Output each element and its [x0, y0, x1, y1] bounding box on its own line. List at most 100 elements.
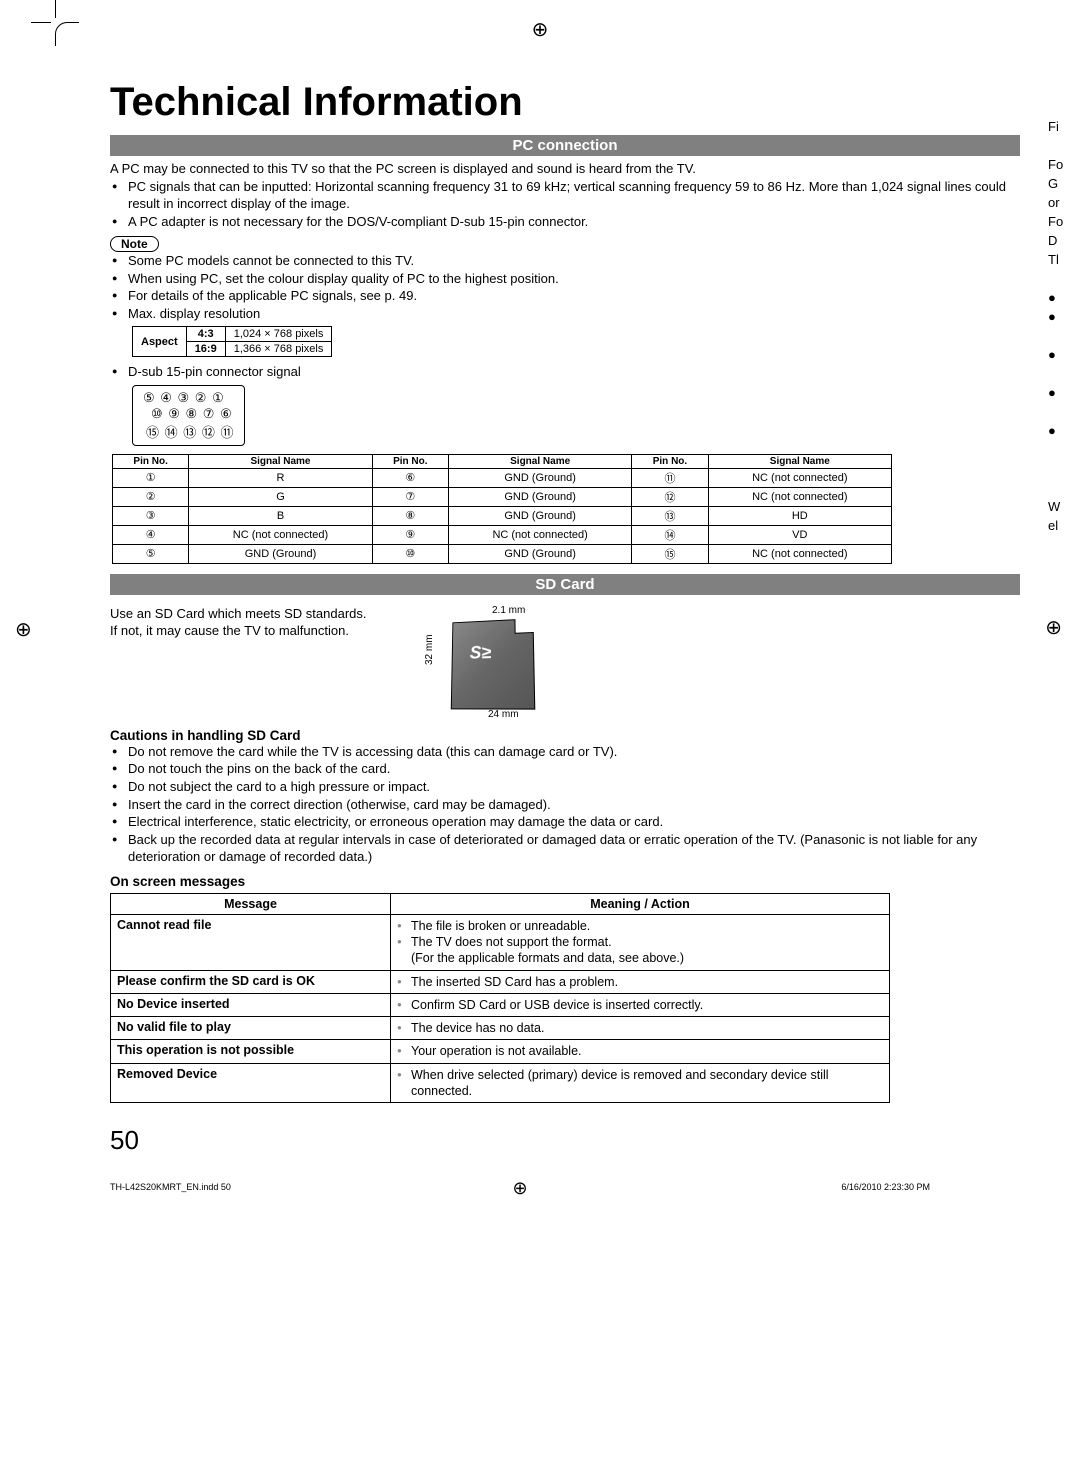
message-cell: Cannot read file	[111, 914, 391, 970]
list-item: Your operation is not available.	[397, 1043, 883, 1059]
list-item: The inserted SD Card has a problem.	[397, 974, 883, 990]
registration-mark-top: ⊕	[532, 20, 549, 40]
action-cell: Your operation is not available.	[391, 1040, 890, 1063]
dimension-label: 32 mm	[424, 634, 435, 665]
list-item: Back up the recorded data at regular int…	[110, 831, 1020, 866]
list-item: The device has no data.	[397, 1020, 883, 1036]
list-item: Do not subject the card to a high pressu…	[110, 778, 1020, 796]
sd-card-icon: S≥	[451, 618, 536, 709]
list-item: The file is broken or unreadable.	[397, 918, 883, 934]
message-cell: Removed Device	[111, 1063, 391, 1103]
cautions-heading: Cautions in handling SD Card	[110, 728, 1020, 743]
table-cell: ⑮	[632, 544, 708, 563]
registration-mark-left: ⊕	[15, 620, 32, 640]
page-number: 50	[110, 1125, 1020, 1156]
registration-mark-right: ⊕	[1045, 615, 1062, 640]
sd-logo: S≥	[470, 642, 491, 663]
table-cell: NC (not connected)	[189, 525, 372, 544]
list-item: D-sub 15-pin connector signal	[110, 363, 1020, 381]
table-cell: ⑨	[372, 525, 448, 544]
table-row: ②G⑦GND (Ground)⑫NC (not connected)	[113, 487, 892, 506]
table-cell: 16:9	[186, 342, 225, 357]
table-row: Cannot read file The file is broken or u…	[111, 914, 890, 970]
action-cell: Confirm SD Card or USB device is inserte…	[391, 993, 890, 1016]
table-cell: ⑫	[632, 487, 708, 506]
message-cell: This operation is not possible	[111, 1040, 391, 1063]
action-cell: The device has no data.	[391, 1017, 890, 1040]
table-cell: NC (not connected)	[708, 468, 891, 487]
pc-bullets: PC signals that can be inputted: Horizon…	[110, 178, 1020, 231]
table-cell: NC (not connected)	[708, 487, 891, 506]
list-item: PC signals that can be inputted: Horizon…	[110, 178, 1020, 213]
table-header: Signal Name	[708, 454, 891, 468]
table-cell: ⑤	[113, 544, 189, 563]
table-row: ④NC (not connected)⑨NC (not connected)⑭V…	[113, 525, 892, 544]
table-header: Meaning / Action	[391, 893, 890, 914]
message-cell: No valid file to play	[111, 1017, 391, 1040]
table-cell: ⑪	[632, 468, 708, 487]
table-cell: GND (Ground)	[448, 487, 631, 506]
list-item: For details of the applicable PC signals…	[110, 287, 1020, 305]
table-cell: GND (Ground)	[448, 468, 631, 487]
table-row: Removed Device When drive selected (prim…	[111, 1063, 890, 1103]
sd-card-diagram: 2.1 mm 32 mm S≥ 24 mm	[428, 605, 568, 720]
table-cell: GND (Ground)	[189, 544, 372, 563]
list-item: Electrical interference, static electric…	[110, 813, 1020, 831]
table-cell: ⑧	[372, 506, 448, 525]
table-cell: B	[189, 506, 372, 525]
table-row: ①R⑥GND (Ground)⑪NC (not connected)	[113, 468, 892, 487]
table-cell: G	[189, 487, 372, 506]
note-bullets: Some PC models cannot be connected to th…	[110, 252, 1020, 322]
pin-table: Pin No. Signal Name Pin No. Signal Name …	[112, 454, 892, 564]
table-cell: 4:3	[186, 327, 225, 342]
pc-intro: A PC may be connected to this TV so that…	[110, 160, 1020, 178]
table-cell: VD	[708, 525, 891, 544]
dsub-row: ⑤ ④ ③ ② ①	[143, 390, 234, 406]
list-item: When drive selected (primary) device is …	[397, 1067, 883, 1100]
pc-section-heading: PC connection	[110, 135, 1020, 156]
table-cell: ⑩	[372, 544, 448, 563]
registration-mark-bottom: ⊕	[512, 1178, 527, 1199]
table-cell: 1,366 × 768 pixels	[225, 342, 332, 357]
sd-intro-text: Use an SD Card which meets SD standards.…	[110, 605, 410, 640]
table-header: Message	[111, 893, 391, 914]
action-cell: The inserted SD Card has a problem.	[391, 970, 890, 993]
footer-filename: TH-L42S20KMRT_EN.indd 50	[110, 1182, 231, 1192]
dimension-label: 24 mm	[488, 709, 519, 720]
table-cell: ⑭	[632, 525, 708, 544]
action-cell: The file is broken or unreadable.The TV …	[391, 914, 890, 970]
table-cell: GND (Ground)	[448, 544, 631, 563]
messages-heading: On screen messages	[110, 874, 1020, 889]
table-cell: ①	[113, 468, 189, 487]
list-item: A PC adapter is not necessary for the DO…	[110, 213, 1020, 231]
list-item: Some PC models cannot be connected to th…	[110, 252, 1020, 270]
table-header: Signal Name	[189, 454, 372, 468]
sd-section-heading: SD Card	[110, 574, 1020, 595]
table-cell: ③	[113, 506, 189, 525]
table-header: Signal Name	[448, 454, 631, 468]
table-header: Pin No.	[113, 454, 189, 468]
page-footer: TH-L42S20KMRT_EN.indd 50 ⊕ 6/16/2010 2:2…	[110, 1182, 930, 1192]
table-cell: 1,024 × 768 pixels	[225, 327, 332, 342]
list-item: Confirm SD Card or USB device is inserte…	[397, 997, 883, 1013]
text: Use an SD Card which meets SD standards.	[110, 606, 367, 621]
table-cell: NC (not connected)	[448, 525, 631, 544]
list-item: Do not remove the card while the TV is a…	[110, 743, 1020, 761]
table-row: No valid file to play The device has no …	[111, 1017, 890, 1040]
list-item: Insert the card in the correct direction…	[110, 796, 1020, 814]
dimension-label: 2.1 mm	[492, 605, 525, 616]
table-cell: HD	[708, 506, 891, 525]
list-item: When using PC, set the colour display qu…	[110, 270, 1020, 288]
messages-table: Message Meaning / Action Cannot read fil…	[110, 893, 890, 1103]
dsub-connector-diagram: ⑤ ④ ③ ② ① ⑩ ⑨ ⑧ ⑦ ⑥ ⑮ ⑭ ⑬ ⑫ ⑪	[132, 385, 245, 446]
list-item: The TV does not support the format. (For…	[397, 934, 883, 967]
table-cell: ②	[113, 487, 189, 506]
table-header: Pin No.	[632, 454, 708, 468]
cutoff-text-right: FiFoGorFoDTl●●●●●Wel	[1048, 118, 1072, 536]
message-cell: No Device inserted	[111, 993, 391, 1016]
dsub-bullet: D-sub 15-pin connector signal	[110, 363, 1020, 381]
table-header: Pin No.	[372, 454, 448, 468]
list-item: Do not touch the pins on the back of the…	[110, 760, 1020, 778]
page-title: Technical Information	[110, 80, 1020, 125]
aspect-table: Aspect 4:3 1,024 × 768 pixels 16:9 1,366…	[132, 326, 332, 357]
